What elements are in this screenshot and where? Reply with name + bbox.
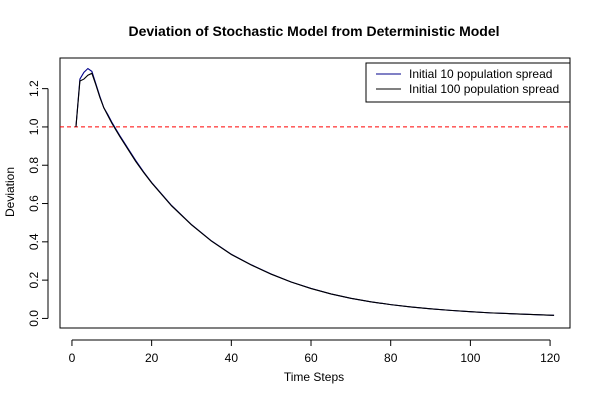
x-tick-label: 40 [225,351,239,365]
legend: Initial 10 population spread Initial 100… [365,62,571,103]
x-axis: 0 20 40 60 80 100 120 [69,339,560,365]
x-tick-label: 60 [304,351,318,365]
x-axis-label: Time Steps [284,370,344,384]
x-tick-label: 20 [145,351,159,365]
x-tick-label: 100 [460,351,480,365]
y-tick-label: 0.2 [27,271,41,288]
x-tick-label: 120 [540,351,560,365]
chart-title: Deviation of Stochastic Model from Deter… [128,23,499,39]
plot-frame [59,57,571,329]
x-tick-label: 0 [69,351,76,365]
y-axis: 0.0 0.2 0.4 0.6 0.8 1.0 1.2 [27,80,49,327]
y-tick-label: 0.8 [27,157,41,174]
y-tick-label: 0.4 [27,233,41,250]
y-tick-label: 1.2 [27,80,41,97]
y-axis-label: Deviation [3,167,17,217]
y-tick-label: 0.0 [27,310,41,327]
legend-entry-series-2: Initial 100 population spread [409,82,559,96]
legend-entry-series-1: Initial 10 population spread [409,67,552,81]
y-tick-label: 1.0 [27,118,41,135]
legend-box [365,62,571,103]
x-tick-label: 80 [384,351,398,365]
series-group [75,67,555,316]
series-line-1 [75,67,555,316]
y-tick-label: 0.6 [27,195,41,212]
series-line-2 [75,72,555,316]
